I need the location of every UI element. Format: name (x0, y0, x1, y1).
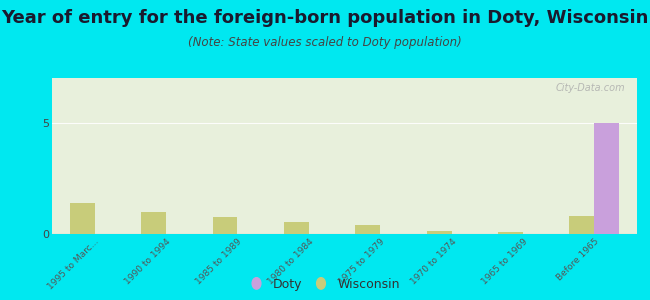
Text: (Note: State values scaled to Doty population): (Note: State values scaled to Doty popul… (188, 36, 462, 49)
Bar (213, 217, 237, 234)
Bar (498, 232, 523, 234)
Bar (594, 123, 619, 234)
Bar (569, 216, 594, 234)
Bar (70, 203, 95, 234)
Bar (141, 212, 166, 234)
Bar (284, 222, 309, 234)
Bar (355, 225, 380, 234)
Text: Year of entry for the foreign-born population in Doty, Wisconsin: Year of entry for the foreign-born popul… (1, 9, 649, 27)
Text: City-Data.com: City-Data.com (556, 83, 625, 93)
Bar (426, 231, 452, 234)
Legend: Doty, Wisconsin: Doty, Wisconsin (250, 278, 400, 291)
